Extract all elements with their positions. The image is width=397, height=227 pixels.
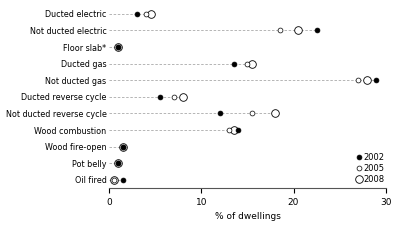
X-axis label: % of dwellings: % of dwellings xyxy=(214,212,280,222)
Legend: 2002, 2005, 2008: 2002, 2005, 2008 xyxy=(357,153,384,184)
